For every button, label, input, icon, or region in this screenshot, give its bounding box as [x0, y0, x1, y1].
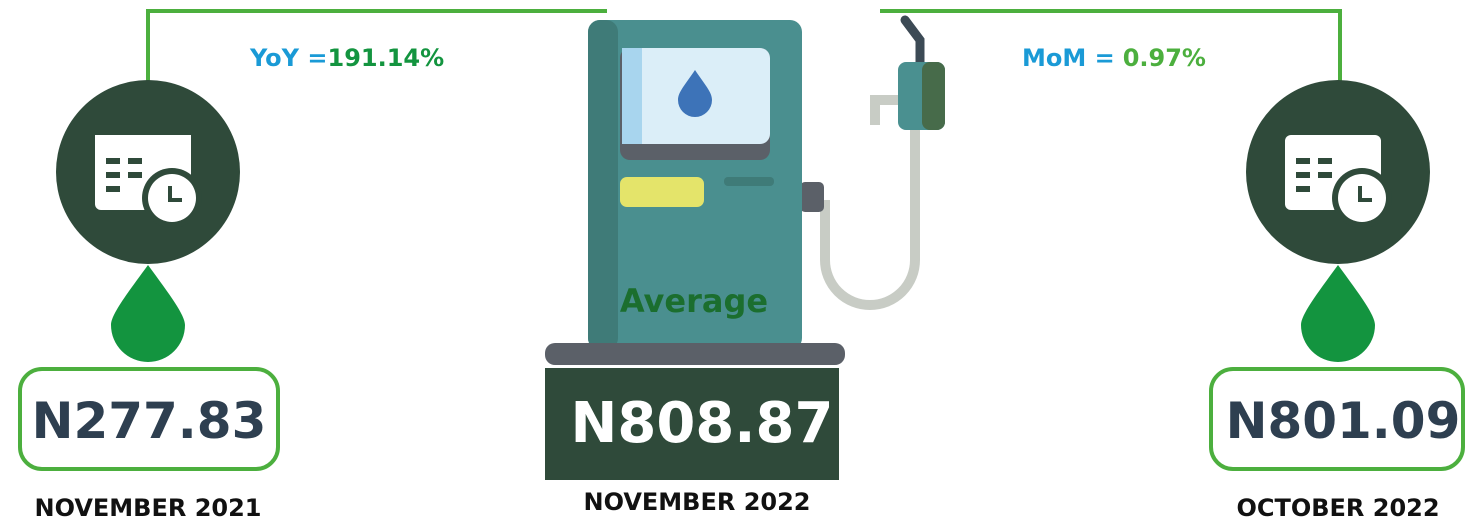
comparison-label: MoM = — [1022, 44, 1115, 72]
calendar-icon — [56, 80, 240, 264]
period: NOVEMBER 2022 — [583, 488, 810, 516]
comparison-value: 191.14% — [328, 44, 445, 72]
period: OCTOBER 2022 — [1236, 494, 1439, 522]
pump-label: Average — [620, 282, 768, 320]
calendar-icon — [1246, 80, 1430, 264]
period: NOVEMBER 2021 — [34, 494, 261, 522]
drop-icon — [111, 265, 185, 362]
comparison-label: YoY = — [249, 44, 328, 72]
comparison-text: YoY =191.14% — [249, 44, 444, 72]
price: N801.09 — [1226, 392, 1461, 450]
comparison-text: MoM = 0.97% — [1022, 44, 1206, 72]
infographic: YoY =191.14% MoM = 0.97% Average — [0, 0, 1465, 524]
price: N808.87 — [571, 391, 834, 456]
price: N277.83 — [32, 392, 267, 450]
comparison-value: 0.97% — [1123, 44, 1206, 72]
drop-icon — [1301, 265, 1375, 362]
